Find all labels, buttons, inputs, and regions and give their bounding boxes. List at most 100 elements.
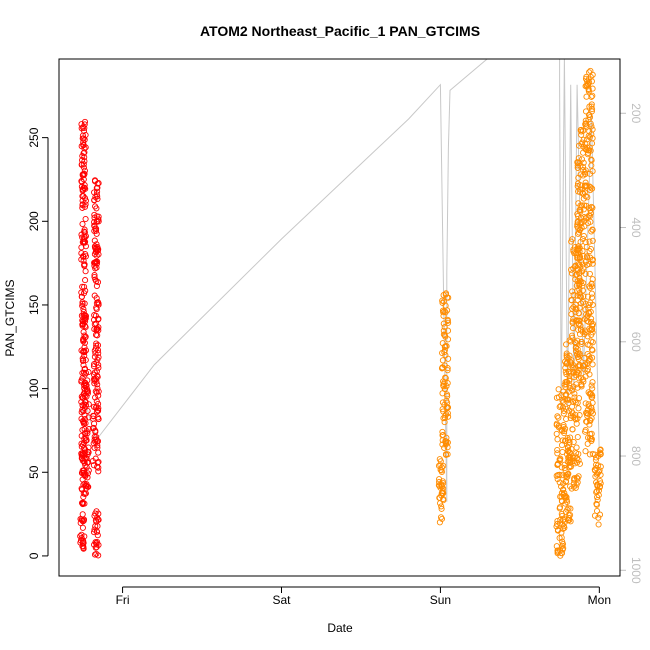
data-point	[444, 451, 451, 458]
secondary-tick-label: 600	[629, 332, 643, 352]
data-point	[91, 377, 98, 384]
data-point	[84, 483, 91, 490]
data-point	[437, 500, 444, 507]
data-point	[441, 444, 448, 451]
data-point	[79, 253, 87, 260]
data-point	[575, 155, 582, 162]
y-tick-label: 100	[27, 378, 41, 398]
data-point	[440, 480, 447, 487]
data-point	[562, 364, 569, 371]
data-point	[568, 332, 576, 339]
data-point	[91, 219, 98, 226]
data-point	[563, 497, 570, 504]
data-point	[568, 362, 575, 369]
data-point	[84, 388, 91, 396]
data-point	[569, 305, 576, 312]
data-point	[570, 265, 577, 272]
data-point	[578, 383, 585, 390]
data-point	[93, 300, 100, 307]
data-point	[93, 191, 100, 198]
data-point	[585, 220, 592, 227]
data-point	[582, 122, 589, 129]
data-point	[593, 500, 600, 507]
data-point	[81, 533, 88, 540]
data-point	[562, 425, 569, 432]
data-point	[442, 374, 449, 381]
data-point	[436, 456, 443, 463]
data-point	[584, 254, 591, 261]
data-point	[587, 417, 594, 424]
plot-frame	[58, 58, 621, 577]
data-point	[93, 260, 100, 267]
data-point	[575, 473, 582, 480]
data-point	[554, 446, 561, 454]
data-point	[94, 184, 101, 191]
data-point	[586, 248, 593, 255]
data-point	[572, 344, 579, 351]
data-point	[91, 272, 98, 279]
data-point	[588, 430, 595, 437]
data-point	[584, 440, 591, 447]
data-point	[570, 291, 577, 299]
data-point	[439, 399, 446, 406]
data-point	[595, 514, 602, 521]
data-point	[83, 455, 90, 462]
data-point	[572, 301, 579, 308]
data-point	[85, 444, 92, 451]
data-point	[95, 552, 102, 559]
data-point	[438, 503, 445, 510]
data-point	[586, 183, 593, 190]
data-point	[78, 499, 86, 507]
data-point	[78, 178, 85, 186]
data-point	[583, 93, 590, 100]
data-point	[82, 197, 89, 204]
data-point	[94, 463, 101, 470]
data-point	[554, 521, 561, 528]
data-point	[589, 204, 596, 211]
data-point	[578, 326, 585, 333]
data-point	[80, 539, 87, 547]
data-point	[587, 284, 594, 291]
x-tick-label: Sun	[430, 593, 451, 607]
data-point	[563, 405, 570, 412]
data-point	[579, 202, 586, 209]
data-point	[586, 69, 593, 76]
data-point	[81, 167, 88, 174]
data-point	[558, 550, 566, 557]
data-point	[438, 467, 445, 474]
data-point	[556, 479, 563, 486]
data-point	[440, 490, 447, 497]
data-point	[94, 258, 101, 265]
data-point	[556, 505, 563, 512]
data-point	[572, 309, 579, 316]
data-point	[438, 505, 445, 512]
data-point	[562, 500, 569, 507]
data-point	[584, 293, 592, 300]
data-point	[582, 448, 589, 455]
data-point	[442, 333, 449, 340]
data-point	[92, 394, 99, 401]
data-point	[588, 203, 595, 210]
data-point	[81, 380, 88, 387]
data-point	[589, 385, 596, 392]
data-point	[583, 261, 591, 268]
data-point	[81, 283, 88, 290]
data-point	[92, 510, 99, 517]
y-tick-label: 50	[27, 465, 41, 479]
data-point	[556, 534, 563, 542]
data-point	[587, 210, 594, 217]
data-point	[582, 214, 589, 222]
data-point	[559, 404, 567, 411]
data-point	[575, 279, 582, 286]
data-point	[80, 171, 87, 178]
data-point	[91, 433, 98, 440]
data-point	[580, 265, 587, 272]
data-point	[557, 455, 564, 462]
data-point	[589, 379, 596, 386]
data-point	[574, 353, 582, 360]
data-point	[80, 390, 87, 397]
data-point	[587, 184, 594, 191]
data-point	[588, 157, 595, 164]
data-point	[443, 404, 450, 411]
data-point	[82, 268, 89, 275]
